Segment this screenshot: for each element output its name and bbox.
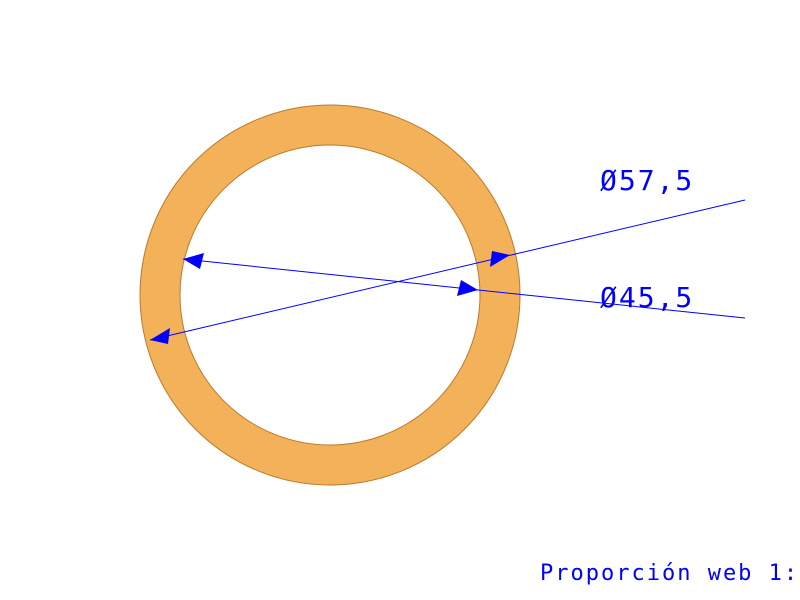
dim-label-inner: Ø45,5 <box>600 281 694 314</box>
inner-circle <box>180 145 480 445</box>
dim-label-outer: Ø57,5 <box>600 164 694 197</box>
footer-text: Proporción web 1:2 <box>540 561 800 586</box>
